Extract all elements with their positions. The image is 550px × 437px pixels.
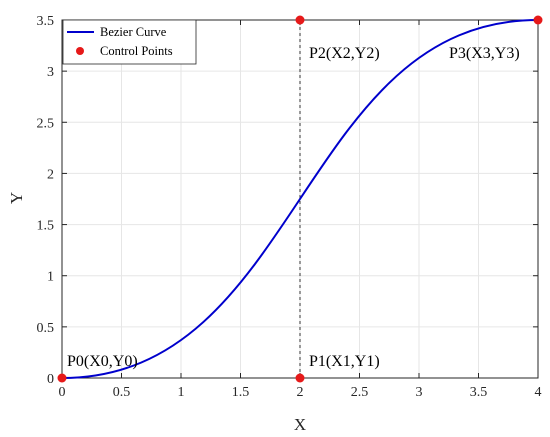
point-annotations: P0(X0,Y0) P1(X1,Y1) P2(X2,Y2) P3(X3,Y3)	[67, 45, 520, 370]
bezier-curve-line	[61, 19, 539, 379]
x-tick-label: 1.5	[232, 385, 250, 400]
x-tick-labels: 0 0.5 1 1.5 2 2.5 3 3.5 4	[59, 385, 542, 400]
x-tick-label: 3.5	[470, 385, 488, 400]
point-label-1: P1(X1,Y1)	[309, 353, 380, 370]
x-axis-label: X	[294, 415, 306, 434]
legend-box	[62, 19, 197, 65]
y-tick-label: 3.5	[37, 14, 55, 29]
x-tick-label: 4	[535, 385, 542, 400]
point-label-0: P0(X0,Y0)	[67, 353, 138, 370]
control-point	[533, 15, 543, 25]
y-tick-label: 2.5	[37, 116, 55, 131]
y-tick-label: 1.5	[37, 219, 55, 234]
y-tick-labels: 0 0.5 1 1.5 2 2.5 3 3.5	[37, 14, 55, 387]
x-tick-label: 0.5	[113, 385, 131, 400]
y-tick-label: 0	[47, 372, 54, 387]
x-tick-label: 2	[297, 385, 304, 400]
y-tick-label: 3	[47, 65, 54, 80]
y-tick-label: 1	[47, 270, 54, 285]
legend-curve-label: Bezier Curve	[100, 25, 167, 39]
y-axis-label: Y	[7, 192, 26, 204]
point-label-2: P2(X2,Y2)	[309, 45, 380, 62]
legend: Bezier Curve Control Points	[62, 19, 197, 65]
x-tick-label: 1	[178, 385, 185, 400]
y-tick-label: 0.5	[37, 321, 55, 336]
control-point	[295, 15, 305, 25]
control-point	[57, 373, 67, 383]
control-points	[57, 15, 543, 383]
x-tick-label: 3	[416, 385, 423, 400]
y-tick-label: 2	[47, 167, 54, 182]
legend-points-label: Control Points	[100, 44, 173, 58]
point-label-3: P3(X3,Y3)	[449, 45, 520, 62]
control-point	[295, 373, 305, 383]
legend-points-swatch	[76, 47, 84, 55]
x-tick-label: 2.5	[351, 385, 369, 400]
x-tick-label: 0	[59, 385, 66, 400]
